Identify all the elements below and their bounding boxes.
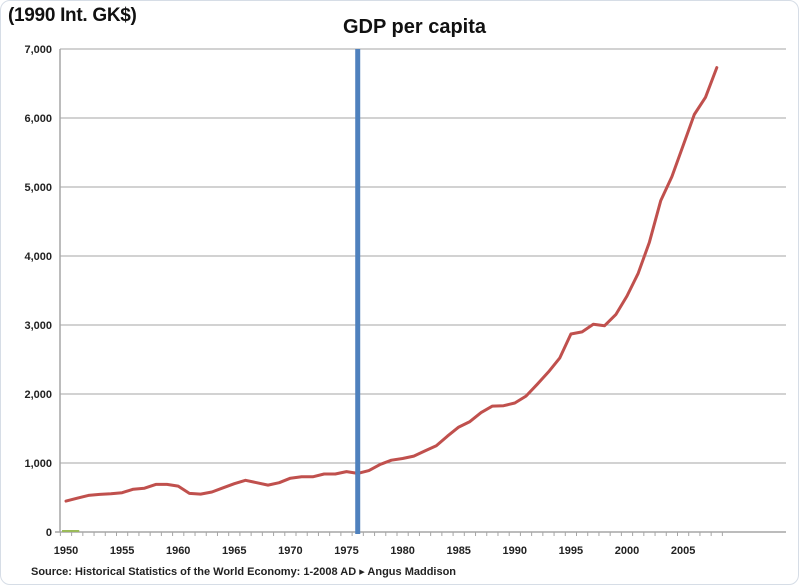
x-tick-label: 2005 bbox=[671, 545, 695, 557]
series-line-gdp-per-capita bbox=[64, 66, 719, 503]
y-tick-label: 6,000 bbox=[24, 113, 52, 125]
x-tick-label: 1990 bbox=[503, 545, 527, 557]
x-tick-label: 1995 bbox=[559, 545, 583, 557]
y-tick-label: 7,000 bbox=[24, 44, 52, 56]
y-axis-unit-label: (1990 Int. GK$) bbox=[8, 5, 137, 26]
x-tick-label: 1950 bbox=[54, 545, 78, 557]
x-tick-labels: 1950 1955 1960 1965 1970 1975 1980 1985 1990 1995… bbox=[54, 545, 696, 557]
x-tick-label: 1970 bbox=[278, 545, 302, 557]
y-tick-label: 1,000 bbox=[24, 458, 52, 470]
x-tick-label: 1955 bbox=[110, 545, 134, 557]
y-tick-labels: 0 1,000 2,000 3,000 4,000 5,000 6,000 7,000 bbox=[24, 44, 52, 539]
x-tick-label: 1980 bbox=[390, 545, 414, 557]
x-tick-label: 1985 bbox=[446, 545, 470, 557]
y-tick-label: 3,000 bbox=[24, 320, 52, 332]
y-tick-label: 0 bbox=[46, 527, 52, 539]
x-tick-label: 1965 bbox=[222, 545, 246, 557]
gridlines bbox=[60, 48, 786, 464]
source-note: Source: Historical Statistics of the Wor… bbox=[31, 566, 457, 578]
chart-title: GDP per capita bbox=[342, 16, 487, 38]
x-tick-label: 2000 bbox=[615, 545, 639, 557]
x-tick-label: 1960 bbox=[166, 545, 190, 557]
y-tick-label: 2,000 bbox=[24, 389, 52, 401]
axes bbox=[55, 49, 786, 536]
y-tick-label: 5,000 bbox=[24, 182, 52, 194]
series-layer bbox=[64, 66, 719, 503]
x-tick-label: 1975 bbox=[334, 545, 358, 557]
y-tick-label: 4,000 bbox=[24, 251, 52, 263]
